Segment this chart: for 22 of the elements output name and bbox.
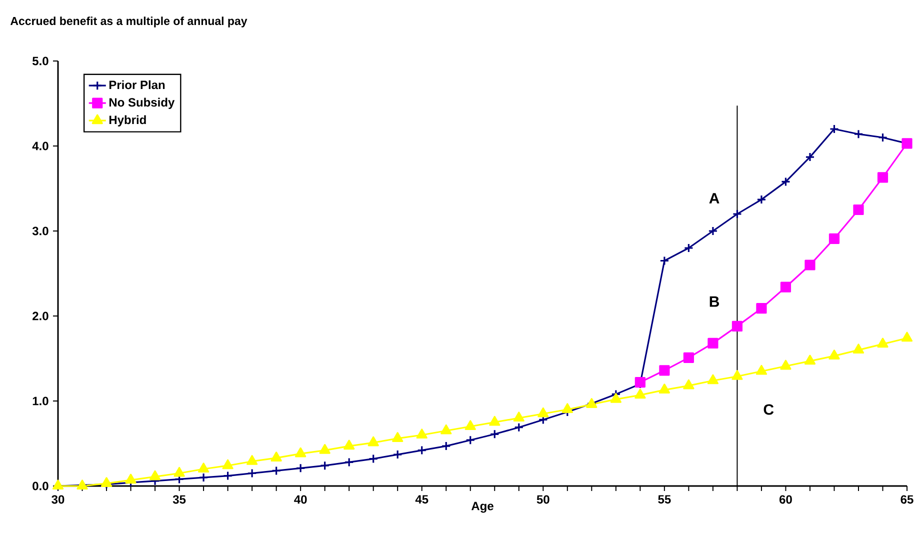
y-tick-label: 2.0 — [32, 312, 48, 320]
x-tick-label: 30 — [52, 495, 64, 504]
y-tick-label: 0.0 — [32, 482, 48, 490]
x-axis-title: Age — [471, 502, 494, 513]
annotation: B — [710, 296, 720, 307]
annotation: A — [709, 193, 720, 204]
x-tick-label: 35 — [172, 495, 186, 504]
legend-label: Hybrid — [109, 115, 146, 126]
x-tick-label: 50 — [536, 495, 550, 504]
y-tick-label: 1.0 — [32, 396, 48, 406]
y-tick-label: 3.0 — [32, 226, 48, 236]
chart-title: Accrued benefit as a multiple of annual pay — [10, 16, 248, 28]
x-tick-label: 60 — [779, 495, 792, 504]
x-tick-label: 65 — [900, 495, 914, 504]
x-tick-label: 45 — [415, 495, 428, 504]
legend-label: No Subsidy — [109, 98, 175, 109]
legend-label: Prior Plan — [109, 80, 165, 90]
x-tick-label: 55 — [658, 495, 671, 504]
x-tick-label: 40 — [294, 495, 307, 504]
annotation: C — [764, 404, 774, 415]
y-tick-label: 5.0 — [32, 56, 48, 66]
y-tick-label: 4.0 — [32, 142, 48, 150]
